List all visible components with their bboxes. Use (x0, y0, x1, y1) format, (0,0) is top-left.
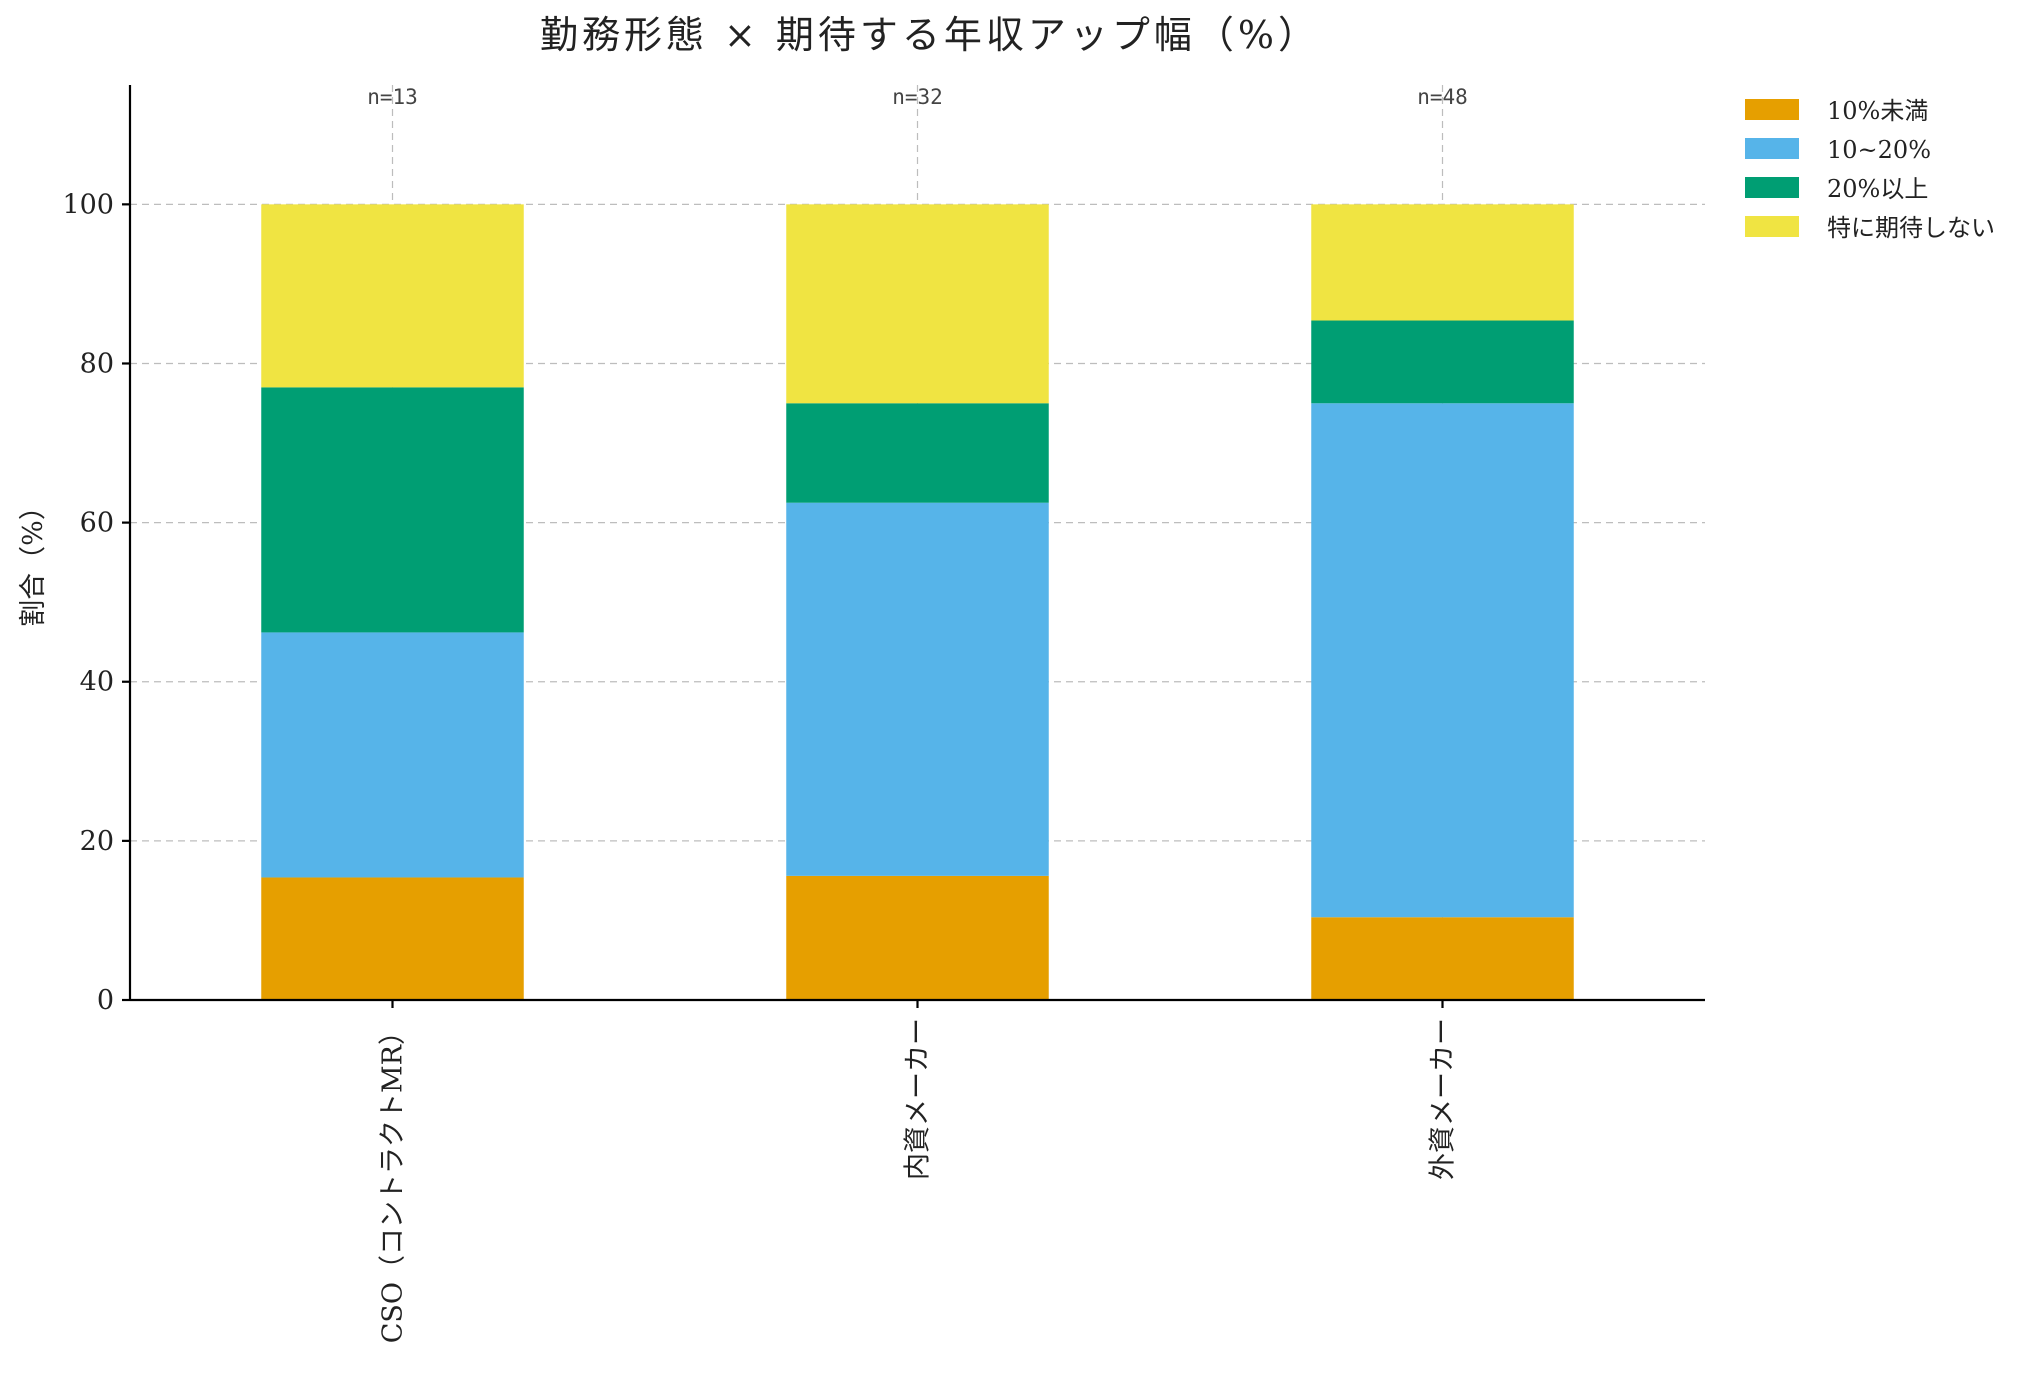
y-tick-label-40: 40 (80, 667, 114, 698)
bar-segment-2-0 (1311, 917, 1574, 1000)
y-tick-label-80: 80 (80, 348, 114, 379)
y-tick-label-100: 100 (62, 189, 114, 220)
y-tick-label-60: 60 (80, 508, 114, 539)
x-tick-label-2: 外資メーカー (1428, 1018, 1459, 1180)
bar-segment-1-2 (786, 403, 1049, 503)
legend-swatch-3 (1745, 216, 1799, 237)
legend-swatch-2 (1745, 177, 1799, 198)
bar-segment-1-0 (786, 875, 1049, 1000)
bar-segment-0-1 (261, 632, 524, 878)
legend-label-1: 10~20% (1827, 136, 1931, 164)
y-tick-label-0: 0 (97, 985, 114, 1016)
bar-segment-0-2 (261, 387, 524, 633)
bar-segment-0-0 (261, 877, 524, 1000)
legend-label-2: 20%以上 (1827, 175, 1928, 203)
bar-segment-2-3 (1311, 204, 1574, 321)
sample-size-label-0: n=13 (367, 85, 418, 109)
legend-swatch-1 (1745, 138, 1799, 159)
sample-size-annotations: n=13 n=32 n=48 (367, 85, 1468, 109)
x-tick-label-1: 内資メーカー (903, 1018, 934, 1180)
sample-size-label-1: n=32 (892, 85, 943, 109)
bars (261, 204, 1574, 1000)
x-tick-label-0: CSO（コントラクトMR） (378, 1018, 409, 1343)
bar-segment-2-2 (1311, 320, 1574, 404)
legend-swatch-0 (1745, 99, 1799, 120)
chart-title: 勤務形態 × 期待する年収アップ幅（%） (540, 13, 1320, 57)
y-tick-label-20: 20 (80, 826, 114, 857)
bar-segment-1-3 (786, 204, 1049, 404)
legend-label-0: 10%未満 (1827, 97, 1928, 125)
legend-label-3: 特に期待しない (1827, 214, 1995, 242)
sample-size-label-2: n=48 (1417, 85, 1468, 109)
tick-labels: 0 20 40 60 80 100 CSO（コントラクトMR） 内資メーカー 外資メーカー (62, 189, 1458, 1343)
bar-segment-0-3 (261, 204, 524, 388)
bar-segment-2-1 (1311, 403, 1574, 918)
y-axis-label: 割合（%） (18, 493, 49, 627)
bar-segment-1-1 (786, 502, 1049, 876)
